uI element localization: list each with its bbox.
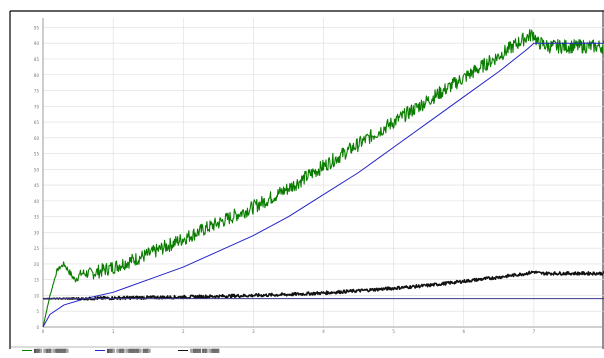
x-tick-label: 5	[392, 329, 395, 334]
y-tick-label: 70	[34, 104, 40, 109]
y-tick-label: 80	[34, 73, 40, 78]
legend-label: █▓▒ ▒▓▓ ▒▓▓▓▓▒ ▓▓▒	[106, 348, 151, 353]
grid	[42, 18, 604, 328]
y-tick-label: 25	[34, 246, 40, 251]
y-tick-label: 75	[34, 89, 40, 94]
legend: █▓▒ ▒▓▓ ▒▓▓▓▓▒ █▓▒ ▒▓▓ ▒▓▓▓▓▒ ▓▓▒ ▒▓▓▓ ▓▓ …	[22, 348, 219, 353]
y-tick-label: 90	[34, 41, 40, 46]
y-tick-label: 20	[34, 262, 40, 267]
legend-label: ▒▓▓▓ ▓▓ ▒▓▓▓	[190, 348, 219, 353]
y-tick-label: 10	[34, 293, 40, 298]
series-line-1	[42, 28, 604, 328]
y-tick-label: 35	[34, 215, 40, 220]
legend-label: █▓▒ ▒▓▓ ▒▓▓▓▓▒	[33, 348, 69, 353]
y-tick-label: 65	[34, 120, 40, 125]
x-tick-label: 2	[182, 329, 185, 334]
y-tick-label: 85	[34, 57, 40, 62]
y-tick-label: 0	[36, 325, 39, 330]
y-tick-label: 50	[34, 167, 40, 172]
y-tick-label: 15	[34, 278, 40, 283]
y-tick-label: 5	[36, 309, 39, 314]
x-tick-label: 0	[42, 329, 45, 334]
y-tick-label: 45	[34, 183, 40, 188]
y-tick-label: 30	[34, 230, 40, 235]
x-tick-label: 6	[462, 329, 465, 334]
x-tick-label: 7	[533, 329, 536, 334]
y-tick-label: 60	[34, 136, 40, 141]
series-layer	[42, 28, 604, 328]
x-tick-label: 1	[112, 329, 115, 334]
y-tick-label: 55	[34, 152, 40, 157]
x-tick-label: 3	[252, 329, 255, 334]
series-line-3	[42, 270, 604, 301]
y-tick-label: 40	[34, 199, 40, 204]
x-tick-label: 4	[322, 329, 325, 334]
y-tick-label: 95	[34, 25, 40, 30]
